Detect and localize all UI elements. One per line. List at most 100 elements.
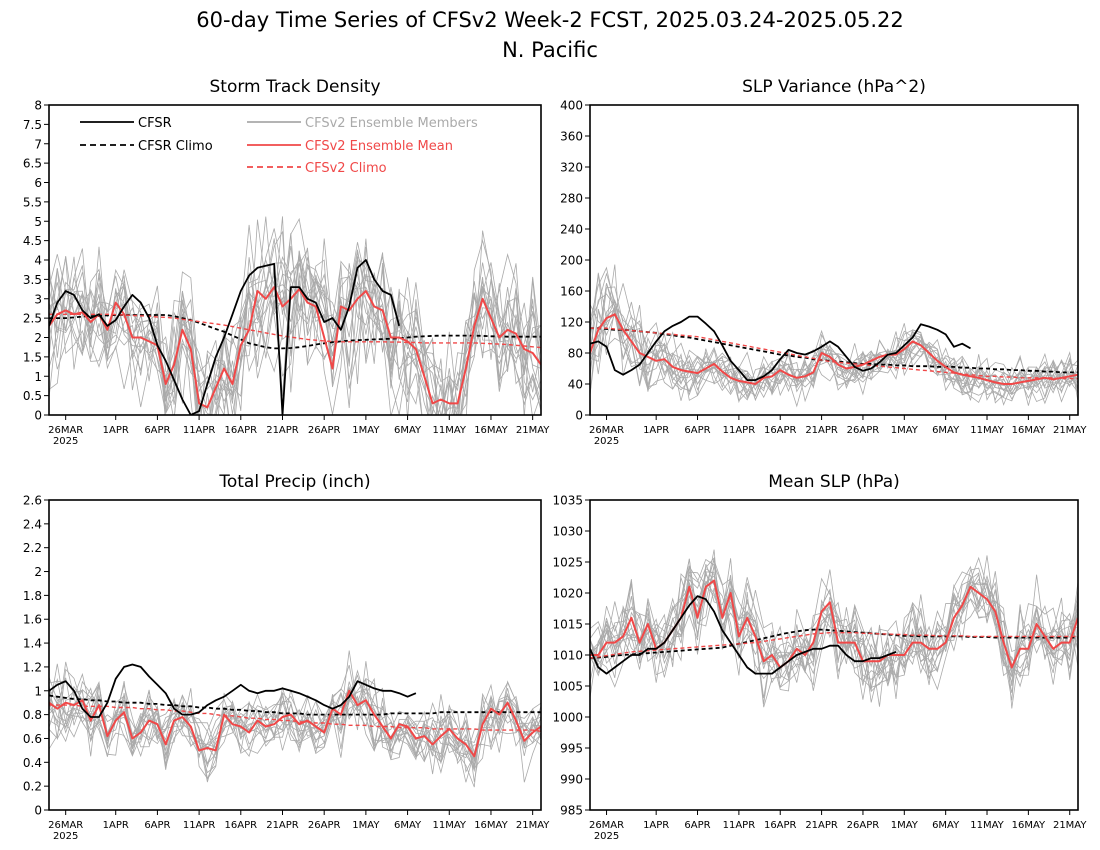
x-tick-label: 1MAY (352, 425, 380, 436)
panel-title: Total Precip (inch) (218, 472, 370, 492)
legend-label: CFSv2 Climo (305, 161, 387, 176)
ensemble-member-line (49, 678, 541, 765)
x-tick-label: 1APR (103, 425, 129, 436)
x-tick-label: 6MAY (932, 425, 960, 436)
x-tick-label: 11APR (183, 425, 216, 436)
y-tick-label: 2.4 (23, 517, 42, 531)
y-tick-label: 985 (560, 804, 583, 818)
y-tick-label: 995 (560, 742, 583, 756)
y-tick-label: 1010 (552, 649, 583, 663)
x-tick-label: 21APR (805, 425, 838, 436)
panel-2: SLP Variance (hPa^2) 0 40 80 120 160 200 240 280… (560, 77, 1087, 447)
ensemble-member-line (49, 682, 541, 774)
y-tick-label: 200 (560, 254, 583, 268)
x-tick-label: 16MAY (1012, 425, 1046, 436)
y-tick-label: 80 (568, 347, 583, 361)
x-tick-label: 21MAY (516, 820, 550, 831)
y-tick-label: 40 (568, 378, 583, 392)
y-tick-label: 320 (560, 161, 583, 175)
x-tick-label: 11APR (723, 820, 756, 831)
ensemble-member-line (49, 219, 541, 415)
x-tick-label: 26MAR (589, 425, 624, 436)
series-line-cfsr-climo (49, 694, 541, 716)
x-tick-label: 21APR (266, 425, 299, 436)
x-tick-label: 1MAY (891, 425, 919, 436)
y-tick-label: 1030 (552, 525, 583, 539)
y-tick-label: 5.5 (23, 195, 42, 209)
x-tick-label: 21APR (266, 820, 299, 831)
x-tick-label: 16APR (764, 425, 797, 436)
y-tick-label: 0.6 (23, 732, 42, 746)
ensemble-member-line (590, 557, 1078, 708)
x-tick-label: 21APR (805, 820, 838, 831)
x-tick-label: 26MAR (589, 820, 624, 831)
y-tick-label: 360 (560, 130, 583, 144)
x-tick-label: 11MAY (433, 425, 467, 436)
panel-1: Storm Track Density 0 0.5 1 1.5 2 2.5 3 3.5 4 4.5 5… (23, 77, 550, 447)
ensemble-member-line (590, 309, 1078, 395)
y-tick-label: 1.8 (23, 589, 42, 603)
figure-subtitle: N. Pacific (502, 38, 598, 62)
x-tick-label: 21MAY (1053, 820, 1087, 831)
x-tick-label: 16MAY (1012, 820, 1046, 831)
y-tick-label: 1015 (552, 618, 583, 632)
ensemble-member-line (49, 217, 541, 415)
y-tick-label: 3.5 (23, 273, 42, 287)
legend: CFSR CFSR Climo CFSv2 Ensemble Members CFSv… (80, 116, 478, 176)
x-tick-label: 26APR (847, 820, 880, 831)
y-tick-label: 2 (34, 565, 42, 579)
y-tick-label: 0.2 (23, 780, 42, 794)
series-line-cfsv2-climo (590, 632, 1078, 659)
x-year-label: 2025 (594, 436, 619, 447)
ensemble-member-line (49, 238, 541, 415)
plot-area (49, 650, 541, 788)
x-tick-label: 26APR (308, 820, 341, 831)
y-tick-label: 6 (34, 176, 42, 190)
y-tick-label: 0 (34, 804, 42, 818)
x-tick-label: 26APR (847, 425, 880, 436)
y-tick-label: 4 (34, 254, 42, 268)
y-tick-label: 1035 (552, 494, 583, 508)
series-line-cfsr-climo (49, 314, 541, 350)
y-tick-label: 1020 (552, 587, 583, 601)
ensemble-member-line (590, 559, 1078, 691)
x-tick-label: 11APR (723, 425, 756, 436)
y-tick-label: 1.6 (23, 613, 42, 627)
ensemble-member-line (590, 573, 1078, 709)
y-tick-label: 160 (560, 285, 583, 299)
x-tick-label: 26MAR (48, 820, 83, 831)
x-tick-label: 26APR (308, 425, 341, 436)
y-tick-label: 2 (34, 331, 42, 345)
y-tick-label: 2.2 (23, 541, 42, 555)
x-tick-label: 11MAY (970, 425, 1004, 436)
legend-label: CFSv2 Ensemble Members (305, 116, 478, 131)
x-tick-label: 21MAY (1053, 425, 1087, 436)
x-tick-label: 16APR (225, 425, 258, 436)
y-tick-label: 1005 (552, 680, 583, 694)
panel-title: Mean SLP (hPa) (768, 472, 900, 492)
panel-title: SLP Variance (hPa^2) (742, 77, 926, 97)
y-tick-label: 400 (560, 99, 583, 113)
y-tick-label: 240 (560, 223, 583, 237)
y-tick-label: 2.5 (23, 312, 42, 326)
figure-title: 60-day Time Series of CFSv2 Week-2 FCST,… (196, 8, 903, 32)
series-line-cfsv2-ensemble-mean (590, 313, 1078, 385)
y-tick-label: 7.5 (23, 118, 42, 132)
ensemble-member-line (590, 572, 1078, 698)
x-tick-label: 1APR (643, 425, 669, 436)
ensemble-member-line (49, 230, 541, 415)
ensemble-member-line (590, 283, 1078, 406)
ensemble-member-line (590, 558, 1078, 701)
panel-4: Mean SLP (hPa) 985 990 995 1000 1005 1010 1015 1… (552, 472, 1087, 842)
y-tick-label: 1000 (552, 711, 583, 725)
x-tick-label: 6APR (144, 425, 170, 436)
x-year-label: 2025 (53, 436, 78, 447)
y-tick-label: 0.8 (23, 708, 42, 722)
y-tick-label: 8 (34, 99, 42, 113)
series-line-cfsv2-climo (49, 313, 541, 349)
x-tick-label: 16MAY (474, 820, 508, 831)
series-line-cfsr (49, 259, 401, 415)
x-tick-label: 1APR (103, 820, 129, 831)
y-tick-label: 1 (34, 684, 42, 698)
